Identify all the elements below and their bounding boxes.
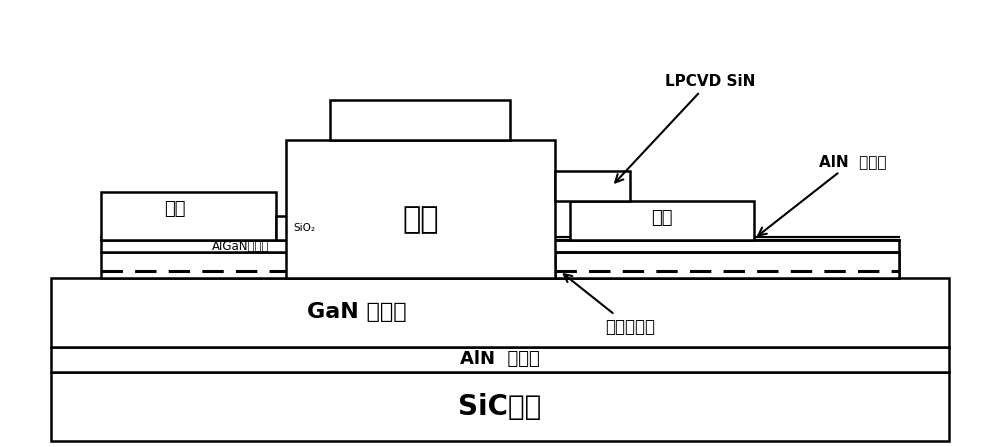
Text: AlGaN势垒层: AlGaN势垒层 bbox=[212, 240, 269, 253]
Bar bbox=[51, 278, 949, 346]
Text: SiC衬底: SiC衬底 bbox=[458, 393, 542, 421]
Text: 阳极: 阳极 bbox=[402, 205, 438, 234]
Bar bbox=[101, 191, 276, 240]
Text: 阴极: 阴极 bbox=[651, 209, 673, 227]
Bar bbox=[51, 372, 949, 441]
Text: AlN  成核层: AlN 成核层 bbox=[460, 350, 540, 368]
Bar bbox=[555, 252, 899, 278]
Bar bbox=[101, 240, 899, 252]
Text: SiO₂: SiO₂ bbox=[294, 223, 316, 233]
Bar bbox=[276, 216, 333, 240]
Bar bbox=[330, 100, 510, 140]
Bar bbox=[101, 252, 899, 278]
Text: 阴极: 阴极 bbox=[164, 200, 185, 218]
Bar bbox=[555, 171, 630, 201]
Text: AlN  插入层: AlN 插入层 bbox=[758, 154, 887, 236]
Text: 二维电子气: 二维电子气 bbox=[564, 274, 655, 336]
Bar bbox=[286, 140, 555, 278]
Bar bbox=[51, 346, 949, 372]
Bar bbox=[570, 201, 754, 240]
Text: LPCVD SiN: LPCVD SiN bbox=[615, 74, 755, 182]
Text: GaN 缓冲层: GaN 缓冲层 bbox=[307, 302, 406, 322]
